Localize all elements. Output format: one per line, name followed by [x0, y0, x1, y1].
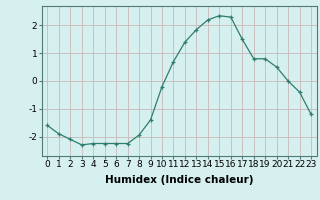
X-axis label: Humidex (Indice chaleur): Humidex (Indice chaleur) — [105, 175, 253, 185]
